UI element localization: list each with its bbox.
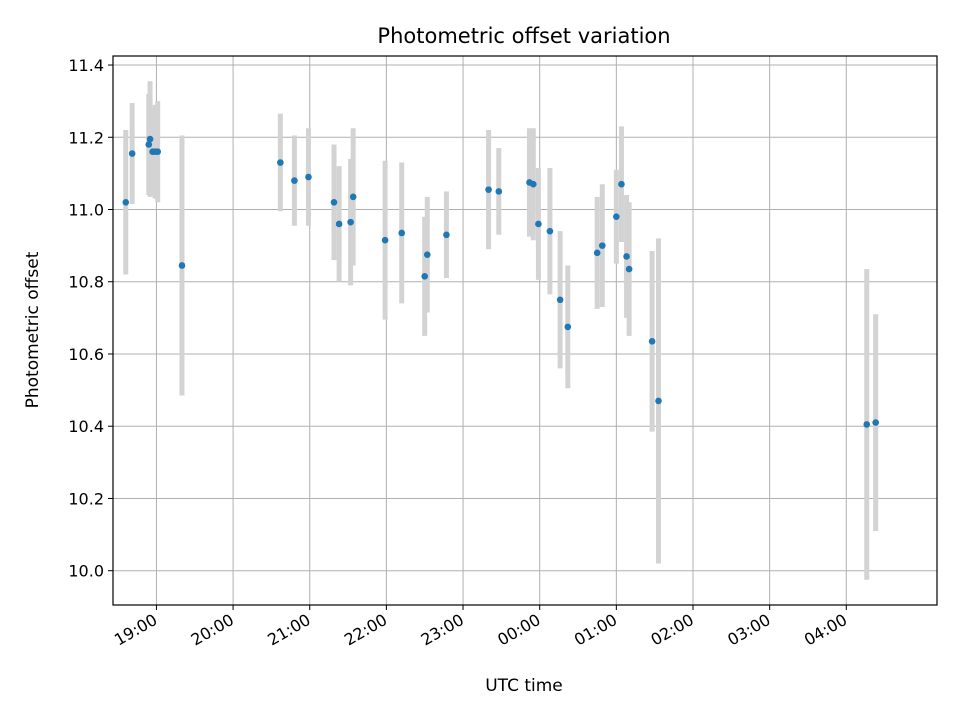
data-point bbox=[145, 141, 153, 148]
x-tick-label: 00:00 bbox=[494, 610, 543, 650]
plot-area-frame bbox=[112, 55, 938, 606]
data-point bbox=[305, 173, 312, 181]
y-tick-label: 11.2 bbox=[68, 128, 104, 147]
data-point bbox=[863, 421, 871, 428]
y-tick-label: 10.8 bbox=[68, 273, 104, 292]
data-point bbox=[535, 220, 542, 228]
data-point bbox=[556, 296, 564, 304]
data-point bbox=[648, 338, 656, 345]
y-tick-label: 10.4 bbox=[68, 417, 104, 436]
data-point bbox=[598, 242, 606, 249]
x-tick-label: 23:00 bbox=[418, 610, 467, 650]
y-axis-ticks: 10.0 10.2 10.4 10.6 10.8 11.0 11.2 11.4 bbox=[68, 56, 113, 581]
x-tick-label: 02:00 bbox=[648, 610, 697, 650]
data-markers bbox=[122, 135, 879, 428]
y-tick-label: 11.4 bbox=[68, 56, 104, 75]
data-point bbox=[618, 180, 625, 188]
data-point bbox=[178, 262, 186, 269]
data-point bbox=[546, 227, 554, 235]
x-axis-ticks: 19:00 20:00 21:00 22:00 23:00 00:00 01:00 02:00… bbox=[111, 605, 850, 650]
chart-title: Photometric offset variation bbox=[377, 24, 670, 48]
data-point bbox=[122, 198, 130, 206]
data-point bbox=[277, 159, 284, 166]
x-tick-label: 22:00 bbox=[341, 610, 390, 650]
data-point bbox=[291, 177, 298, 184]
y-tick-label: 11.0 bbox=[68, 201, 104, 220]
data-point bbox=[623, 253, 630, 260]
data-point bbox=[655, 397, 662, 405]
data-point bbox=[593, 249, 601, 257]
data-point bbox=[398, 229, 406, 237]
y-axis-title: Photometric offset bbox=[23, 251, 43, 408]
data-point bbox=[564, 323, 572, 331]
x-tick-label: 01:00 bbox=[571, 610, 620, 650]
error-bars bbox=[123, 81, 879, 580]
data-point bbox=[146, 135, 154, 143]
data-point bbox=[335, 220, 343, 228]
data-point bbox=[423, 251, 431, 258]
data-point bbox=[495, 188, 503, 195]
data-point bbox=[154, 148, 162, 156]
data-point bbox=[349, 193, 357, 201]
data-point bbox=[872, 419, 879, 426]
x-tick-label: 21:00 bbox=[264, 610, 313, 650]
x-axis-title: UTC time bbox=[485, 676, 563, 696]
data-point bbox=[421, 273, 429, 280]
data-point bbox=[625, 265, 633, 273]
data-point bbox=[443, 231, 450, 239]
data-point bbox=[613, 213, 620, 221]
data-point bbox=[347, 218, 354, 226]
data-point bbox=[530, 180, 537, 188]
grid-lines bbox=[113, 56, 937, 605]
x-tick-label: 03:00 bbox=[724, 610, 773, 650]
y-tick-label: 10.6 bbox=[68, 345, 104, 364]
data-point bbox=[128, 150, 136, 157]
x-tick-label: 19:00 bbox=[111, 610, 160, 650]
x-tick-label: 20:00 bbox=[188, 610, 237, 650]
data-point bbox=[381, 236, 389, 244]
y-tick-label: 10.2 bbox=[68, 489, 104, 508]
y-tick-label: 10.0 bbox=[68, 562, 104, 581]
x-tick-label: 04:00 bbox=[801, 610, 850, 650]
data-point bbox=[330, 198, 338, 206]
data-point bbox=[485, 186, 492, 193]
